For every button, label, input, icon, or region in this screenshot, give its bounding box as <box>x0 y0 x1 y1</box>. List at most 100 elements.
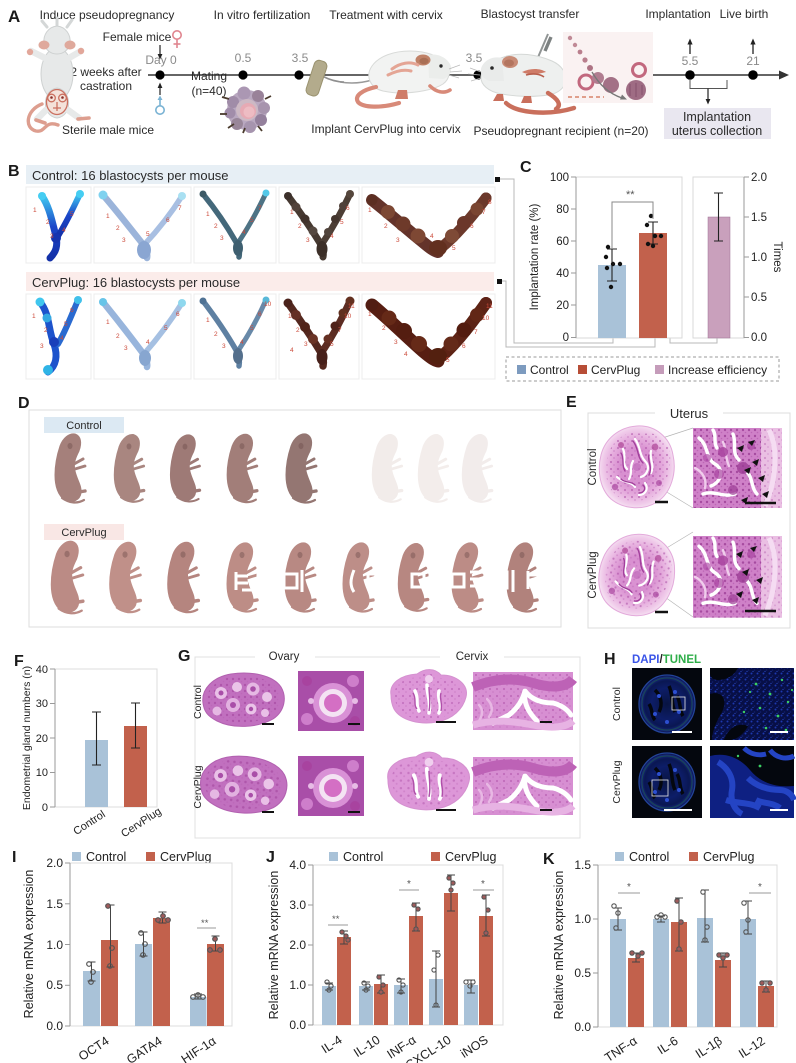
svg-text:Day 0: Day 0 <box>145 53 177 67</box>
svg-text:3: 3 <box>122 237 126 244</box>
svg-text:Implantation: Implantation <box>645 7 710 21</box>
svg-text:10: 10 <box>482 315 490 322</box>
svg-text:4: 4 <box>146 339 150 346</box>
svg-text:F: F <box>14 653 24 670</box>
svg-text:1.5: 1.5 <box>574 858 591 872</box>
svg-text:1: 1 <box>32 313 36 320</box>
svg-text:5.5: 5.5 <box>682 54 699 68</box>
svg-text:4.0: 4.0 <box>289 858 306 872</box>
svg-text:2 weeks after: 2 weeks after <box>70 65 141 79</box>
svg-text:3: 3 <box>306 237 310 244</box>
svg-text:C: C <box>520 159 532 176</box>
svg-text:Control: Control <box>587 448 599 485</box>
svg-text:20: 20 <box>36 733 48 745</box>
svg-text:*: * <box>481 879 485 890</box>
svg-text:3: 3 <box>394 339 398 346</box>
svg-text:1.0: 1.0 <box>574 912 591 926</box>
svg-text:*: * <box>407 879 411 890</box>
svg-text:Induce pseudopregnancy: Induce pseudopregnancy <box>40 8 175 22</box>
svg-text:60: 60 <box>556 236 569 248</box>
svg-text:G: G <box>178 648 190 665</box>
svg-text:2: 2 <box>44 327 48 334</box>
svg-text:1.0: 1.0 <box>751 252 767 264</box>
svg-text:*: * <box>627 882 631 893</box>
svg-text:Relative mRNA expression: Relative mRNA expression <box>267 871 281 1020</box>
svg-text:HIF-1α: HIF-1α <box>179 1034 219 1063</box>
svg-text:3.5: 3.5 <box>292 51 309 65</box>
svg-text:11: 11 <box>486 303 493 310</box>
svg-text:iNOS: iNOS <box>458 1033 491 1061</box>
svg-text:7: 7 <box>474 329 478 336</box>
svg-text:2: 2 <box>298 223 302 230</box>
svg-text:4: 4 <box>404 351 408 358</box>
svg-text:0.0: 0.0 <box>751 332 767 344</box>
svg-text:K: K <box>543 851 555 868</box>
svg-text:IL-4: IL-4 <box>319 1033 345 1056</box>
svg-text:3: 3 <box>396 237 400 244</box>
svg-text:5: 5 <box>340 219 344 226</box>
svg-text:5: 5 <box>250 325 254 332</box>
svg-text:Control: Control <box>66 420 101 432</box>
svg-text:7: 7 <box>258 205 262 212</box>
svg-text:2: 2 <box>296 327 300 334</box>
svg-text:Implantation rate (%): Implantation rate (%) <box>529 203 541 310</box>
svg-text:CervPlug: CervPlug <box>61 527 106 539</box>
svg-text:100: 100 <box>550 172 569 184</box>
svg-text:IL-12: IL-12 <box>736 1034 768 1061</box>
svg-text:GATA4: GATA4 <box>124 1034 164 1063</box>
svg-text:Control: Control <box>71 808 107 837</box>
svg-text:5: 5 <box>250 217 254 224</box>
svg-text:1: 1 <box>33 207 37 214</box>
svg-text:1: 1 <box>106 213 110 220</box>
svg-text:Cervix: Cervix <box>456 651 489 663</box>
svg-text:I: I <box>12 849 16 866</box>
svg-text:Uterus: Uterus <box>670 406 709 421</box>
svg-text:OCT4: OCT4 <box>76 1034 112 1063</box>
svg-text:6: 6 <box>166 217 170 224</box>
svg-text:6: 6 <box>176 311 180 318</box>
svg-text:Control: Control <box>629 850 669 864</box>
svg-text:5: 5 <box>146 231 150 238</box>
svg-text:**: ** <box>626 189 635 201</box>
svg-text:2.0: 2.0 <box>289 938 306 952</box>
svg-text:6: 6 <box>470 223 474 230</box>
svg-text:CervPlug: CervPlug <box>611 760 623 803</box>
svg-text:0.5: 0.5 <box>46 978 63 992</box>
svg-text:CervPlug: CervPlug <box>703 850 754 864</box>
svg-text:Implant CervPlug into cervix: Implant CervPlug into cervix <box>311 122 460 136</box>
svg-text:0: 0 <box>563 332 569 344</box>
svg-text:In vitro fertilization: In vitro fertilization <box>214 8 311 22</box>
svg-text:3: 3 <box>50 233 54 240</box>
svg-text:2: 2 <box>214 223 218 230</box>
svg-text:21: 21 <box>746 54 760 68</box>
svg-text:3.0: 3.0 <box>289 898 306 912</box>
svg-text:1.5: 1.5 <box>46 897 63 911</box>
svg-text:3: 3 <box>220 235 224 242</box>
svg-text:Live birth: Live birth <box>720 7 769 21</box>
svg-text:4: 4 <box>62 227 66 234</box>
svg-text:1: 1 <box>206 211 210 218</box>
svg-text:IL-1β: IL-1β <box>693 1034 725 1061</box>
svg-text:Control: Control <box>192 685 204 719</box>
svg-text:2: 2 <box>46 219 50 226</box>
svg-text:1: 1 <box>290 209 294 216</box>
svg-text:2: 2 <box>116 333 120 340</box>
svg-text:5: 5 <box>70 211 74 218</box>
svg-text:80: 80 <box>556 204 569 216</box>
svg-text:uterus collection: uterus collection <box>672 124 762 138</box>
svg-text:4: 4 <box>240 339 244 346</box>
svg-text:CervPlug: CervPlug <box>192 765 204 808</box>
svg-text:2: 2 <box>116 225 120 232</box>
svg-text:10: 10 <box>36 767 48 779</box>
svg-text:3: 3 <box>304 341 308 348</box>
svg-text:6: 6 <box>462 343 466 350</box>
svg-text:4: 4 <box>430 233 434 240</box>
svg-text:Control: Control <box>530 363 569 377</box>
svg-text:CervPlug: CervPlug <box>591 363 640 377</box>
svg-text:8: 8 <box>488 199 492 206</box>
svg-text:Control: Control <box>611 687 623 721</box>
svg-text:0.5: 0.5 <box>235 51 252 65</box>
svg-text:5: 5 <box>446 357 450 364</box>
svg-text:Female mice: Female mice <box>103 30 172 44</box>
svg-text:1: 1 <box>106 319 110 326</box>
